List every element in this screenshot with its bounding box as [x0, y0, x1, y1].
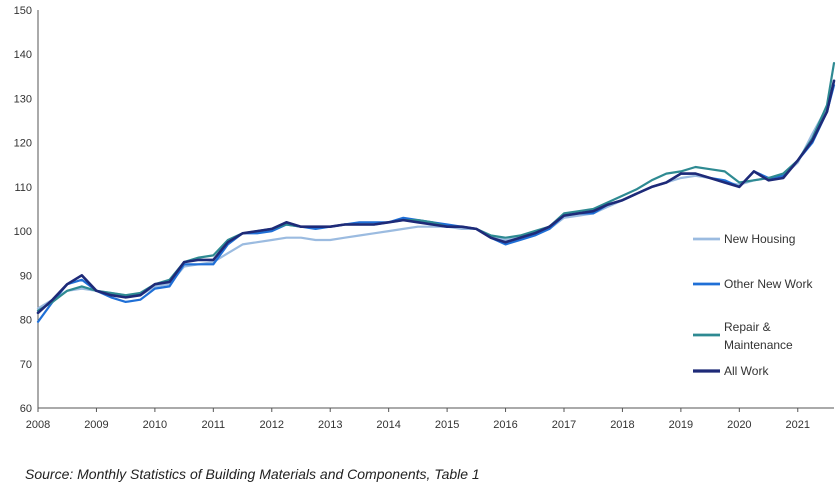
- x-tick-label: 2009: [84, 419, 108, 431]
- y-tick-label: 150: [14, 5, 32, 17]
- x-tick-label: 2016: [493, 419, 517, 431]
- x-tick-label: 2012: [260, 419, 284, 431]
- x-tick-label: 2011: [202, 419, 226, 431]
- x-tick-label: 2008: [26, 419, 50, 431]
- x-tick-label: 2018: [610, 419, 634, 431]
- x-tick-label: 2017: [552, 419, 576, 431]
- y-tick-label: 100: [14, 226, 32, 238]
- x-tick-label: 2021: [786, 419, 810, 431]
- x-tick-label: 2014: [376, 419, 400, 431]
- x-tick-label: 2015: [435, 419, 459, 431]
- y-axis-ticks: 60 70 80 90 100 110 120 130 140 150: [14, 5, 32, 415]
- x-axis-ticks: 2008 2009 2010 2011 2012 2013 2014 2015 2016 2017…: [26, 408, 810, 431]
- y-tick-label: 140: [14, 49, 32, 61]
- legend-label-all-work: All Work: [724, 364, 769, 378]
- y-tick-label: 60: [20, 403, 32, 415]
- y-tick-label: 80: [20, 315, 32, 327]
- y-tick-label: 110: [14, 182, 32, 194]
- legend-label-repair-maintenance: Repair &: [724, 320, 771, 334]
- x-tick-label: 2019: [669, 419, 693, 431]
- x-tick-label: 2013: [318, 419, 342, 431]
- series-lines: [36, 62, 836, 323]
- y-tick-label: 90: [20, 270, 32, 282]
- series-line-new-housing: [36, 79, 836, 310]
- source-note: Source: Monthly Statistics of Building M…: [25, 466, 480, 482]
- y-tick-label: 130: [14, 93, 32, 105]
- x-tick-label: 2020: [727, 419, 751, 431]
- legend-label-other-new-work: Other New Work: [724, 277, 813, 291]
- series-line-all-work: [36, 79, 836, 315]
- legend-label-repair-maintenance: Maintenance: [724, 338, 793, 352]
- y-tick-label: 120: [14, 138, 32, 150]
- series-line-repair-maintenance: [36, 62, 836, 312]
- x-tick-label: 2010: [143, 419, 167, 431]
- y-tick-label: 70: [20, 359, 32, 371]
- legend-label-new-housing: New Housing: [724, 232, 795, 246]
- axes: [37, 10, 834, 409]
- legend: New Housing Other New Work Repair & Mainten…: [693, 232, 813, 378]
